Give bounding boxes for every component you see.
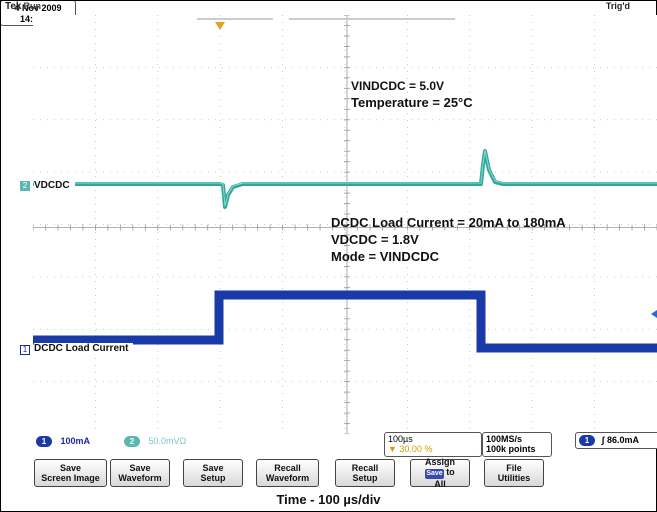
trigger-status: Trig'd: [605, 1, 630, 11]
menu-line: Waveform: [118, 473, 162, 483]
ch2-label: VDCDC: [34, 180, 75, 192]
menu-line: Recall: [351, 463, 379, 473]
menu-line: Setup: [352, 473, 378, 483]
menu-line: Recall: [274, 463, 301, 473]
record-length: 100k points: [486, 444, 536, 454]
ch1-scale: 100mA: [60, 436, 91, 446]
menu-line: Save: [202, 463, 224, 473]
menu-line: Save: [129, 463, 151, 473]
ch1-label: DCDC Load Current: [34, 343, 134, 355]
note-vdcdc: VDCDC = 1.8V: [331, 232, 419, 247]
acquisition-readout[interactable]: 100MS/s 100k points: [482, 432, 552, 457]
ch2-marker: 2: [20, 181, 30, 191]
run-state: Run: [23, 1, 42, 11]
ch2-scale-readout[interactable]: 2 50.0mVΩ: [124, 434, 186, 449]
ch1-marker: 1: [20, 345, 30, 355]
menu-line: All: [434, 479, 446, 489]
assign-save-button[interactable]: Assign Save to All: [410, 457, 470, 489]
horizontal-position: 30.00 %: [399, 444, 433, 454]
timebase-readout[interactable]: 100µs ▼ 30.00 %: [384, 432, 482, 457]
ch1-scale-readout[interactable]: 1 100mA: [36, 434, 90, 449]
brand-logo: Tek: [5, 1, 22, 12]
recall-setup-button[interactable]: Recall Setup: [335, 459, 395, 487]
menu-line: to: [446, 467, 455, 477]
trigger-readout[interactable]: 1 ʃ 86.0mA: [575, 432, 657, 449]
file-utilities-button[interactable]: File Utilities: [484, 459, 544, 487]
menu-line: Utilities: [497, 473, 531, 483]
menu-line: Save: [59, 463, 82, 473]
sample-rate: 100MS/s: [486, 434, 523, 444]
save-setup-button[interactable]: Save Setup: [183, 459, 243, 487]
date: 4 Nov 2009: [14, 3, 62, 13]
ch1-badge: 1: [36, 436, 52, 448]
menu-line: Assign: [424, 457, 455, 467]
ch2-scale: 50.0mV: [148, 436, 180, 446]
note-mode: Mode = VINDCDC: [331, 249, 440, 264]
ch2-badge: 2: [124, 436, 140, 448]
menu-line: Screen Image: [41, 473, 100, 483]
save-key-icon: Save: [425, 469, 444, 479]
menu-line: Setup: [200, 473, 226, 483]
trigger-position-icon: ▼: [388, 444, 400, 454]
ch1-offset-marker: [651, 310, 657, 318]
trigger-source-badge: 1: [579, 435, 595, 447]
figure-caption: Time - 100 µs/div: [276, 492, 381, 507]
ch2-coupling: Ω: [179, 436, 187, 446]
vdcdc-trace-highlight: [33, 149, 657, 207]
trigger-position-marker: [215, 22, 225, 30]
note-vindcdc: VINDCDC = 5.0V: [351, 79, 444, 93]
time-per-div: 100µs: [388, 434, 413, 444]
save-screen-image-button[interactable]: Save Screen Image: [34, 459, 107, 487]
note-temperature: Temperature = 25°C: [351, 95, 473, 110]
trigger-slope-icon: ʃ: [601, 435, 605, 445]
trigger-level: 86.0mA: [607, 435, 640, 445]
recall-waveform-button[interactable]: Recall Waveform: [256, 459, 319, 487]
menu-line: Waveform: [265, 473, 310, 483]
menu-line: File: [506, 463, 522, 473]
scope-status: Tek Run: [5, 1, 41, 12]
load-current-trace: [33, 290, 657, 353]
note-load-current: DCDC Load Current = 20mA to 180mA: [331, 215, 566, 230]
waveform-display: VINDCDC = 5.0V Temperature = 25°C DCDC L…: [33, 15, 657, 434]
save-waveform-button[interactable]: Save Waveform: [110, 459, 170, 487]
center-axes: [33, 15, 657, 434]
